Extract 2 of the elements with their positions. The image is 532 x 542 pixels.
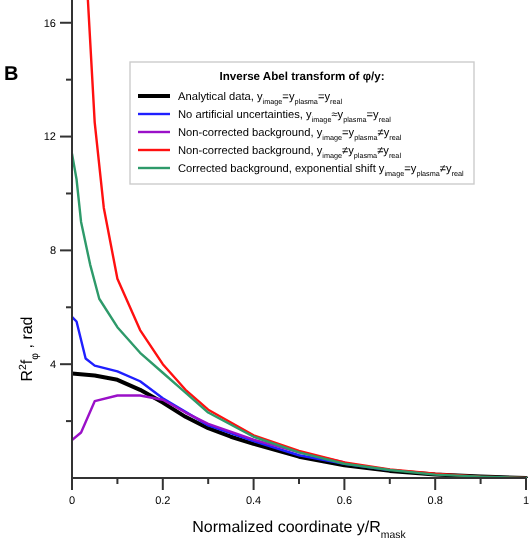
x-axis-title: Normalized coordinate y/R$_{mask}$: [192, 518, 407, 542]
text: B: [4, 64, 19, 86]
